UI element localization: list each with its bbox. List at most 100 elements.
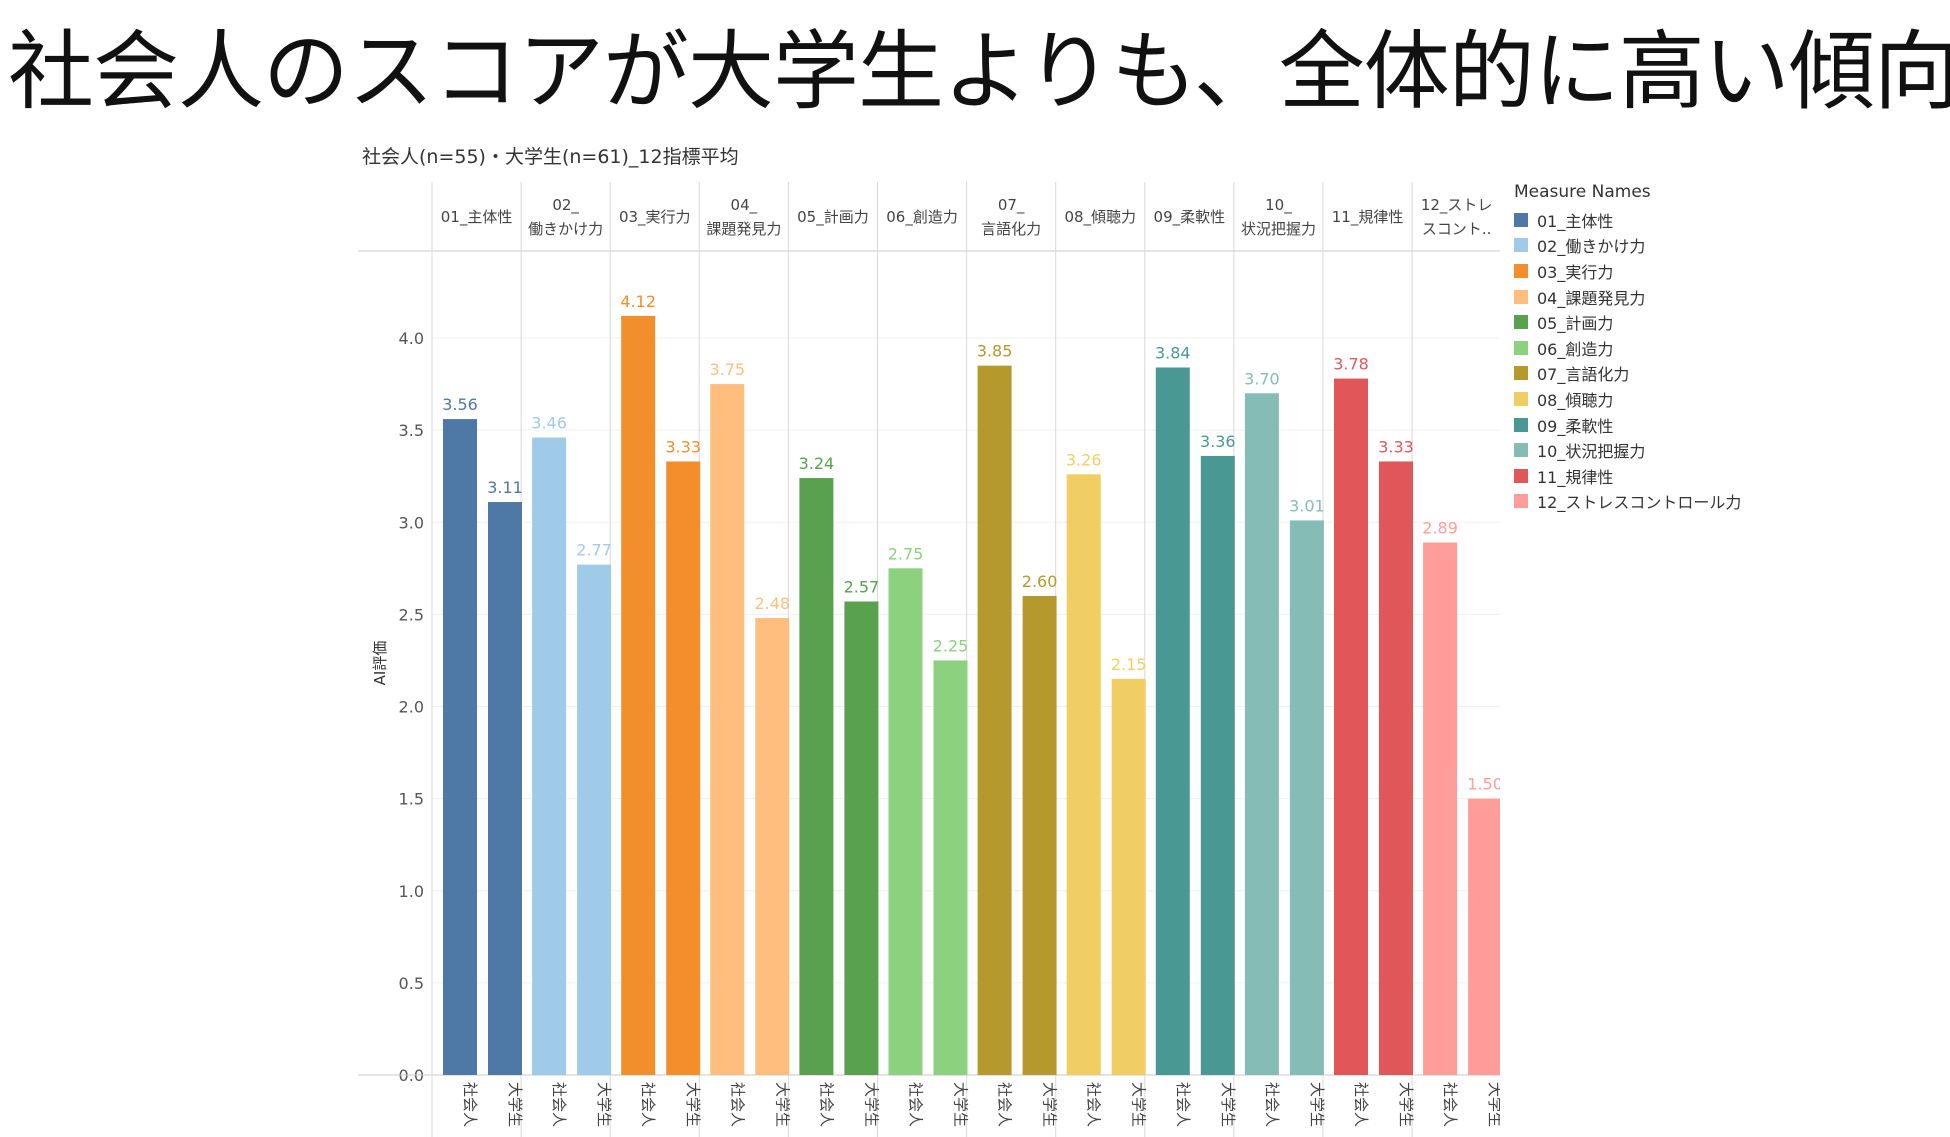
bar bbox=[1379, 461, 1413, 1075]
bar bbox=[933, 660, 968, 1075]
bar bbox=[799, 478, 834, 1075]
column-header: 07_ bbox=[998, 196, 1025, 215]
data-label: 2.77 bbox=[576, 541, 612, 560]
bar bbox=[532, 437, 567, 1075]
x-tick-label: 大学生 bbox=[684, 1082, 702, 1127]
bar bbox=[844, 601, 879, 1075]
legend-label: 04_課題発見力 bbox=[1537, 288, 1646, 308]
data-label: 3.36 bbox=[1200, 432, 1236, 451]
legend-swatch bbox=[1514, 417, 1528, 432]
headline: 社会人のスコアが大学生よりも、全体的に高い傾向。 bbox=[8, 22, 1950, 122]
data-label: 3.85 bbox=[977, 342, 1013, 361]
legend-label: 07_言語化力 bbox=[1537, 365, 1630, 385]
x-tick-label: 社会人 bbox=[1263, 1082, 1281, 1127]
data-label: 3.33 bbox=[1378, 437, 1414, 456]
column-header: 状況把握力 bbox=[1241, 220, 1316, 238]
bar bbox=[1066, 474, 1101, 1076]
bar bbox=[621, 315, 656, 1075]
x-tick-label: 社会人 bbox=[1174, 1082, 1192, 1127]
data-label: 2.60 bbox=[1022, 572, 1058, 591]
column-header: 03_実行力 bbox=[619, 208, 691, 227]
x-tick-label: 大学生 bbox=[506, 1082, 524, 1127]
y-tick-label: 3.5 bbox=[399, 421, 424, 440]
x-tick-label: 大学生 bbox=[1219, 1082, 1237, 1127]
bar bbox=[488, 501, 522, 1075]
bar-chart: 0.00.51.01.52.02.53.03.54.0AI評価01_主体性3.5… bbox=[358, 182, 1500, 1137]
bar bbox=[1111, 678, 1146, 1075]
legend-item: 04_課題発見力 bbox=[1514, 284, 1741, 310]
legend-item: 12_ストレスコントロール力 bbox=[1514, 489, 1741, 515]
legend-label: 08_傾聴力 bbox=[1537, 390, 1614, 410]
legend-item: 07_言語化力 bbox=[1514, 361, 1741, 387]
data-label: 3.70 bbox=[1244, 369, 1280, 388]
data-label: 2.89 bbox=[1422, 519, 1458, 538]
bar bbox=[1423, 542, 1458, 1075]
x-tick-label: 社会人 bbox=[907, 1082, 925, 1127]
legend-label: 03_実行力 bbox=[1537, 262, 1614, 282]
bar bbox=[1244, 393, 1279, 1075]
column-header: 06_創造力 bbox=[886, 208, 958, 227]
legend-swatch bbox=[1514, 443, 1528, 458]
legend-swatch bbox=[1514, 315, 1528, 330]
y-tick-label: 4.0 bbox=[399, 329, 424, 348]
data-label: 3.46 bbox=[531, 413, 567, 432]
bar bbox=[1022, 595, 1057, 1075]
bar bbox=[1468, 798, 1500, 1075]
bar bbox=[710, 384, 745, 1075]
data-label: 2.75 bbox=[888, 544, 924, 563]
legend-label: 06_創造力 bbox=[1537, 339, 1614, 359]
column-header: 05_計画力 bbox=[797, 208, 869, 227]
data-label: 2.15 bbox=[1111, 655, 1147, 674]
legend-item: 11_規律性 bbox=[1514, 463, 1741, 489]
x-tick-label: 社会人 bbox=[639, 1082, 657, 1127]
legend-label: 09_柔軟性 bbox=[1537, 416, 1614, 436]
data-label: 2.48 bbox=[754, 594, 790, 613]
legend-swatch bbox=[1514, 494, 1528, 509]
y-tick-label: 1.0 bbox=[399, 882, 424, 901]
x-tick-label: 大学生 bbox=[1397, 1082, 1415, 1127]
x-tick-label: 社会人 bbox=[550, 1082, 568, 1127]
column-header: 02_ bbox=[552, 196, 579, 215]
bar bbox=[443, 419, 477, 1075]
x-tick-label: 大学生 bbox=[1308, 1082, 1326, 1127]
y-tick-label: 2.0 bbox=[399, 698, 424, 717]
data-label: 4.12 bbox=[620, 292, 656, 311]
legend-item: 08_傾聴力 bbox=[1514, 386, 1741, 412]
column-header: 01_主体性 bbox=[441, 208, 513, 227]
legend-swatch bbox=[1514, 340, 1528, 355]
legend-label: 11_規律性 bbox=[1537, 467, 1614, 487]
column-header: 課題発見力 bbox=[706, 220, 781, 238]
data-label: 2.57 bbox=[844, 577, 880, 596]
legend-items: 01_主体性 02_働きかけ力 03_実行力 04_課題発見力 05_計画力 06_創造力… bbox=[1514, 207, 1741, 514]
data-label: 1.50 bbox=[1467, 775, 1500, 794]
x-tick-label: 大学生 bbox=[952, 1082, 970, 1127]
column-header: 04_ bbox=[731, 196, 758, 215]
legend-item: 10_状況把握力 bbox=[1514, 437, 1741, 463]
x-tick-label: 社会人 bbox=[1352, 1082, 1370, 1127]
legend-label: 01_主体性 bbox=[1537, 211, 1614, 231]
x-tick-label: 社会人 bbox=[461, 1082, 479, 1127]
column-header: 言語化力 bbox=[981, 220, 1041, 238]
column-header: 10_ bbox=[1265, 196, 1292, 215]
data-label: 3.56 bbox=[442, 395, 478, 414]
legend-label: 10_状況把握力 bbox=[1537, 442, 1646, 462]
legend-item: 01_主体性 bbox=[1514, 207, 1741, 233]
chart-title: 社会人(n=55)・大学生(n=61)_12指標平均 bbox=[362, 146, 739, 168]
x-tick-label: 大学生 bbox=[1041, 1082, 1059, 1127]
legend: Measure Names 01_主体性 02_働きかけ力 03_実行力 04_課題発… bbox=[1514, 182, 1741, 514]
data-label: 3.78 bbox=[1333, 355, 1369, 374]
bar bbox=[666, 461, 701, 1075]
data-label: 3.11 bbox=[487, 478, 523, 497]
column-header: 09_柔軟性 bbox=[1154, 208, 1226, 227]
x-tick-label: 大学生 bbox=[595, 1082, 613, 1127]
bar bbox=[577, 564, 612, 1075]
data-label: 2.25 bbox=[933, 636, 969, 655]
data-label: 3.01 bbox=[1289, 496, 1325, 515]
legend-swatch bbox=[1514, 263, 1528, 278]
legend-item: 09_柔軟性 bbox=[1514, 412, 1741, 438]
x-tick-label: 大学生 bbox=[862, 1082, 880, 1127]
column-header: 働きかけ力 bbox=[528, 220, 603, 238]
y-tick-label: 3.0 bbox=[399, 513, 424, 532]
column-header: 11_規律性 bbox=[1332, 208, 1404, 227]
column-header: 08_傾聴力 bbox=[1064, 208, 1136, 227]
